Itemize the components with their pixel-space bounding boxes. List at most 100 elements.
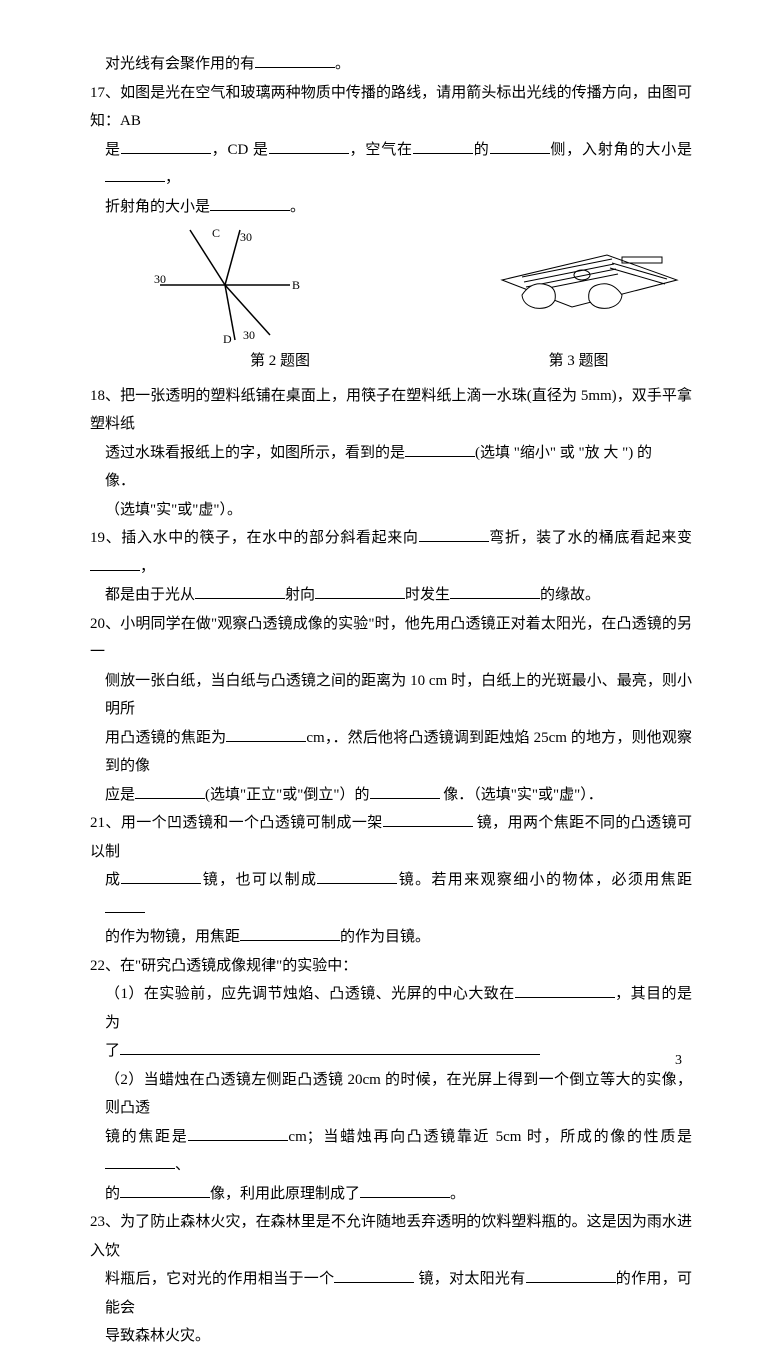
hands-newspaper bbox=[492, 225, 682, 325]
q23-l1: 为了防止森林火灾，在森林里是不允许随地丢弃透明的饮料塑料瓶的。这是因为雨水进入饮 bbox=[90, 1214, 692, 1259]
q17-l2d: 的 bbox=[473, 142, 490, 158]
q19-l1b: 弯折，装了水的桶底看起来变 bbox=[489, 530, 692, 546]
q18-line3: 像． bbox=[90, 467, 692, 496]
q17-l2a: 是 bbox=[105, 142, 121, 158]
blank bbox=[105, 912, 145, 913]
figure-row: C 30 30 B D 30 bbox=[90, 225, 692, 345]
figure-captions: 第 2 题图 第 3 题图 bbox=[90, 347, 692, 376]
q22-s2f: 像，利用此原理制成了 bbox=[210, 1186, 360, 1202]
q18-l2a: 透过水珠看报纸上的字，如图所示，看到的是 bbox=[105, 445, 405, 461]
q17-line1: 17、如图是光在空气和玻璃两种物质中传播的路线，请用箭头标出光线的传播方向，由图… bbox=[90, 79, 692, 136]
q16-end: 。 bbox=[335, 56, 350, 72]
blank bbox=[240, 940, 340, 941]
q19-num: 19、 bbox=[90, 530, 121, 546]
q22-sub1c: 了 bbox=[90, 1037, 692, 1066]
q20-l1: 小明同学在做"观察凸透镜成像的实验"时，他先用凸透镜正对着太阳光，在凸透镜的另一 bbox=[90, 616, 692, 661]
q18-line4: （选填"实"或"虚"）。 bbox=[90, 496, 692, 525]
q18-line1: 18、把一张透明的塑料纸铺在桌面上，用筷子在塑料纸上滴一水珠(直径为 5mm)，… bbox=[90, 382, 692, 439]
q19-l2b: 射向 bbox=[285, 587, 315, 603]
page-content: 对光线有会聚作用的有。 17、如图是光在空气和玻璃两种物质中传播的路线，请用箭头… bbox=[90, 50, 692, 1351]
q20-line3: 用凸透镜的焦距为cm，．然后他将凸透镜调到距烛焰 25cm 的地方，则他观察到的… bbox=[90, 724, 692, 781]
blank bbox=[526, 1282, 616, 1283]
q20-l4a: 应是 bbox=[105, 787, 135, 803]
q19-l2a: 都是由于光从 bbox=[105, 587, 195, 603]
q21-l2a: 成 bbox=[105, 872, 121, 888]
q23-l2a: 料瓶后，它对光的作用相当于一个 bbox=[105, 1271, 334, 1287]
figure-3 bbox=[492, 225, 682, 325]
label-C: C bbox=[212, 226, 220, 240]
q21-line3: 的作为物镜，用焦距的作为目镜。 bbox=[90, 923, 692, 952]
q20-l2: 侧放一张白纸，当白纸与凸透镜之间的距离为 10 cm 时，白纸上的光斑最小、最亮… bbox=[105, 673, 692, 718]
blank bbox=[226, 741, 306, 742]
q18-l1: 把一张透明的塑料纸铺在桌面上，用筷子在塑料纸上滴一水珠(直径为 5mm)，双手平… bbox=[90, 388, 692, 433]
q23-line2: 料瓶后，它对光的作用相当于一个 镜，对太阳光有的作用，可能会 bbox=[90, 1265, 692, 1322]
q19-l1a: 插入水中的筷子，在水中的部分斜看起来向 bbox=[121, 530, 418, 546]
q21-num: 21、 bbox=[90, 815, 121, 831]
q22-s1c: 了 bbox=[105, 1043, 120, 1059]
figcap-3: 第 3 题图 bbox=[439, 347, 692, 376]
blank bbox=[188, 1140, 288, 1141]
q17-l1: 如图是光在空气和玻璃两种物质中传播的路线，请用箭头标出光线的传播方向，由图可知：… bbox=[90, 85, 692, 130]
blank bbox=[419, 541, 489, 542]
blank bbox=[490, 153, 550, 154]
q21-l2c: 镜。若用来观察细小的物体，必须用焦距 bbox=[397, 872, 692, 888]
q23-line1: 23、为了防止森林火灾，在森林里是不允许随地丢弃透明的饮料塑料瓶的。这是因为雨水… bbox=[90, 1208, 692, 1265]
q21-line1: 21、用一个凹透镜和一个凸透镜可制成一架 镜，用两个焦距不同的凸透镜可以制 bbox=[90, 809, 692, 866]
q17-num: 17、 bbox=[90, 85, 120, 101]
blank bbox=[210, 210, 290, 211]
q18-line2: 透过水珠看报纸上的字，如图所示，看到的是 (选填 "缩小" 或 "放 大 ") 的 bbox=[90, 439, 692, 468]
q19-line2: 都是由于光从射向时发生的缘故。 bbox=[90, 581, 692, 610]
q21-l3a: 的作为物镜，用焦距 bbox=[105, 929, 240, 945]
q23-num: 23、 bbox=[90, 1214, 120, 1230]
blank bbox=[317, 883, 397, 884]
q19-line1: 19、插入水中的筷子，在水中的部分斜看起来向弯折，装了水的桶底看起来变， bbox=[90, 524, 692, 581]
label-B: B bbox=[292, 278, 300, 292]
blank bbox=[120, 1054, 540, 1055]
q21-line2: 成 镜，也可以制成 镜。若用来观察细小的物体，必须用焦距 bbox=[90, 866, 692, 923]
blank bbox=[195, 598, 285, 599]
blank bbox=[90, 570, 140, 571]
blank bbox=[370, 798, 440, 799]
label-30-1: 30 bbox=[240, 230, 252, 244]
q23-line3: 导致森林火灾。 bbox=[90, 1322, 692, 1351]
q20-line4: 应是(选填"正立"或"倒立"）的 像．（选填"实"或"虚"）． bbox=[90, 781, 692, 810]
blank bbox=[405, 456, 475, 457]
q22-sub2a: （2）当蜡烛在凸透镜左侧距凸透镜 20cm 的时候，在光屏上得到一个倒立等大的实… bbox=[90, 1066, 692, 1123]
blank bbox=[121, 153, 211, 154]
q17-line3: 折射角的大小是。 bbox=[90, 193, 692, 222]
q20-line1: 20、小明同学在做"观察凸透镜成像的实验"时，他先用凸透镜正对着太阳光，在凸透镜… bbox=[90, 610, 692, 667]
blank bbox=[515, 997, 615, 998]
q17-l3b: 。 bbox=[290, 199, 305, 215]
q18-num: 18、 bbox=[90, 388, 120, 404]
blank bbox=[315, 598, 405, 599]
q20-l3a: 用凸透镜的焦距为 bbox=[105, 730, 226, 746]
blank bbox=[334, 1282, 414, 1283]
blank bbox=[135, 798, 205, 799]
q17-l2b: ，CD 是 bbox=[211, 142, 269, 158]
label-30-2: 30 bbox=[154, 272, 166, 286]
blank bbox=[121, 883, 201, 884]
q22-s2b: 镜的焦距是 bbox=[105, 1129, 188, 1145]
q21-l2b: 镜，也可以制成 bbox=[201, 872, 317, 888]
blank bbox=[360, 1197, 450, 1198]
q17-l2c: ，空气在 bbox=[349, 142, 413, 158]
q22-num: 22、 bbox=[90, 958, 120, 974]
q22-line1: 22、在"研究凸透镜成像规律"的实验中： bbox=[90, 952, 692, 981]
q22-sub2e: 的像，利用此原理制成了。 bbox=[90, 1180, 692, 1209]
q22-s2c: cm；当蜡烛再向凸透镜靠近 5cm 时，所成的像的性质是 bbox=[288, 1129, 692, 1145]
figcap-2: 第 2 题图 bbox=[200, 347, 439, 376]
blank bbox=[105, 181, 165, 182]
q20-line2: 侧放一张白纸，当白纸与凸透镜之间的距离为 10 cm 时，白纸上的光斑最小、最亮… bbox=[90, 667, 692, 724]
blank bbox=[450, 598, 540, 599]
q18-l3: 像． bbox=[105, 473, 135, 489]
q20-l4b: (选填"正立"或"倒立"）的 bbox=[205, 787, 370, 803]
q17-l2f: ， bbox=[165, 170, 180, 186]
q22-sub2b: 镜的焦距是 cm；当蜡烛再向凸透镜靠近 5cm 时，所成的像的性质是、 bbox=[90, 1123, 692, 1180]
q19-l2d: 的缘故。 bbox=[540, 587, 600, 603]
q22-l1: 在"研究凸透镜成像规律"的实验中： bbox=[120, 958, 357, 974]
q18-l2b: (选填 "缩小" 或 "放 大 ") 的 bbox=[475, 445, 652, 461]
figure-2: C 30 30 B D 30 bbox=[140, 225, 310, 345]
q22-s2d: 、 bbox=[175, 1157, 190, 1173]
q16-text: 对光线有会聚作用的有 bbox=[105, 56, 255, 72]
q22-s1a: （1）在实验前，应先调节烛焰、凸透镜、光屏的中心大致在 bbox=[105, 986, 515, 1002]
